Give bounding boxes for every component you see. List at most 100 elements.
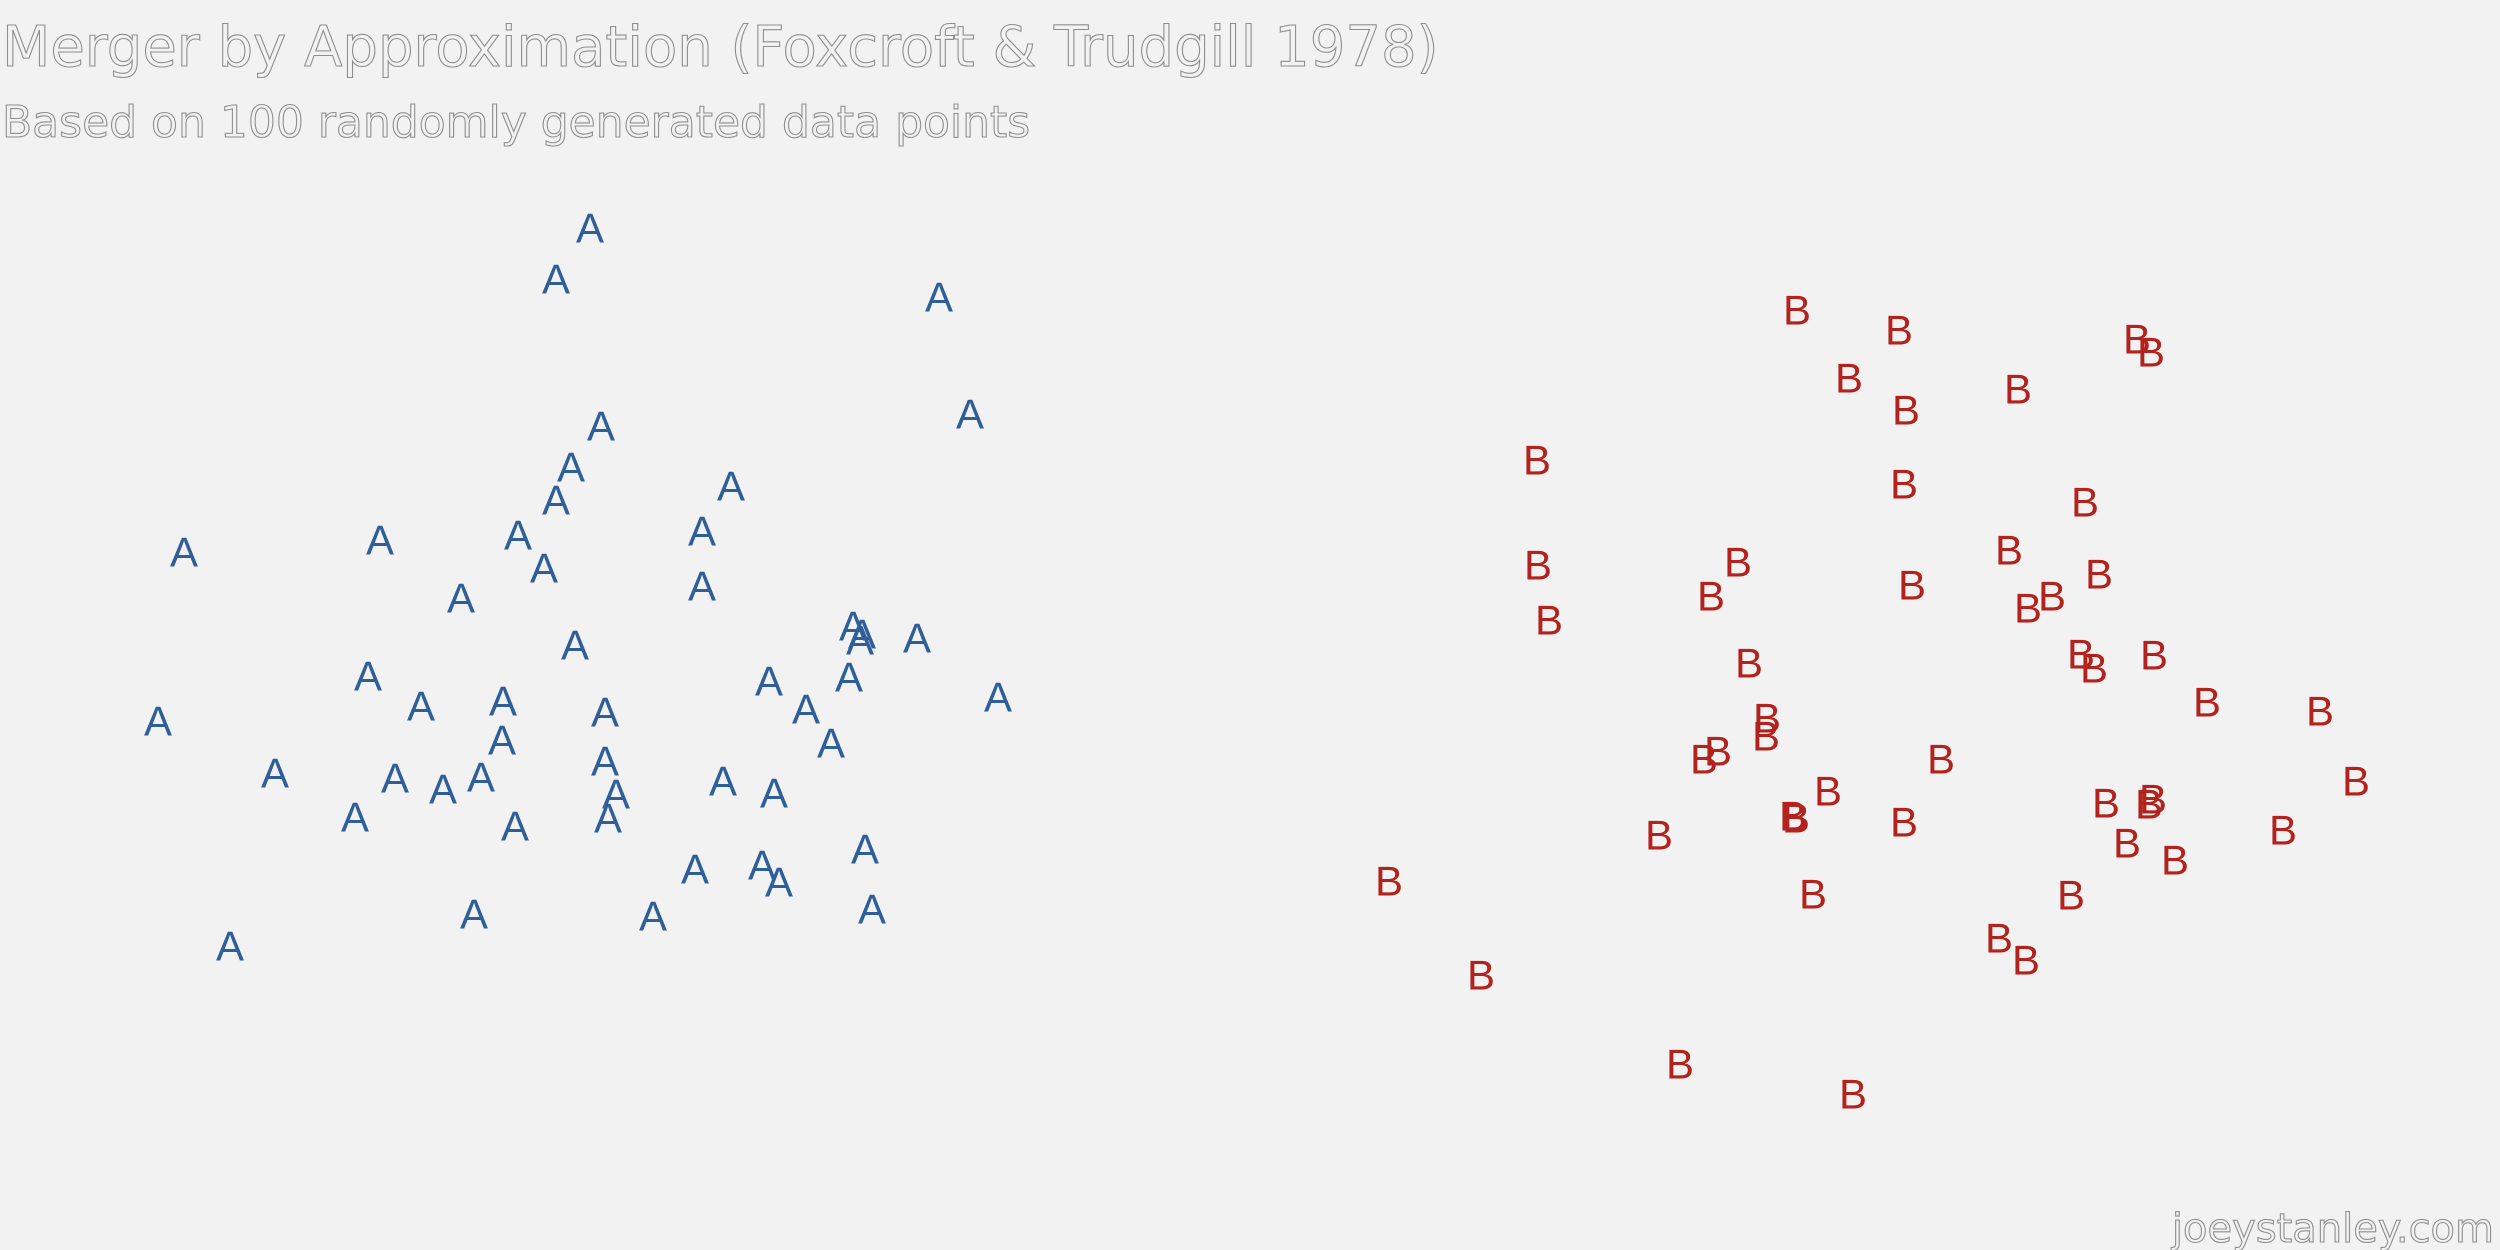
point-b-11: B [1724,539,1752,586]
point-a-48: A [858,886,886,933]
point-b-10: B [1524,542,1552,589]
point-a-14: A [447,575,475,622]
point-b-48: B [1666,1041,1694,1088]
point-a-42: A [851,826,879,873]
point-a-0: A [576,205,604,252]
point-b-36: B [2139,776,2167,823]
point-b-30: B [1814,768,1842,815]
point-b-41: B [2161,837,2189,884]
point-a-9: A [366,517,394,564]
point-a-26: A [984,674,1012,721]
point-b-8: B [1890,461,1918,508]
point-b-12: B [1995,527,2023,574]
point-a-4: A [587,403,615,450]
point-a-41: A [602,771,630,818]
point-b-35: B [2092,780,2120,827]
point-b-27: B [1704,728,1732,775]
point-a-33: A [429,766,457,813]
point-b-46: B [2012,937,2040,984]
point-b-47: B [1467,952,1495,999]
point-b-26: B [1690,736,1718,783]
point-b-5: B [2004,366,2032,413]
point-a-37: A [760,770,788,817]
point-a-34: A [467,754,495,801]
point-a-3: A [956,391,984,438]
point-b-13: B [1697,573,1725,620]
point-b-33: B [1779,793,1807,840]
point-b-28: B [1927,736,1955,783]
point-a-7: A [542,477,570,524]
point-a-17: A [903,615,931,662]
point-b-42: B [1375,858,1403,905]
point-a-45: A [765,859,793,906]
point-a-20: A [354,653,382,700]
point-a-21: A [407,683,435,730]
point-a-35: A [591,738,619,785]
point-a-27: A [144,698,172,745]
point-a-23: A [755,658,783,705]
point-a-15: A [839,603,867,650]
point-a-10: A [504,512,532,559]
point-b-15: B [2014,585,2042,632]
chart-title: Merger by Approximation (Foxcroft & Trud… [2,15,1438,80]
point-b-40: B [2113,820,2141,867]
credit-label: joeystanley.com [2171,1206,2494,1250]
point-b-34: B [1782,795,1810,842]
point-a-13: A [688,563,716,610]
point-a-49: A [216,923,244,970]
point-b-49: B [1839,1071,1867,1118]
point-b-7: B [1523,437,1551,484]
chart-subtitle: Based on 100 randomly generated data poi… [2,97,1030,148]
point-a-47: A [639,893,667,940]
point-a-44: A [748,842,776,889]
point-a-12: A [530,545,558,592]
point-b-19: B [1735,640,1763,687]
point-a-40: A [594,795,622,842]
point-a-16: A [846,617,874,664]
point-a-19: A [848,611,876,658]
point-b-22: B [2140,632,2168,679]
point-b-21: B [2080,645,2108,692]
point-b-24: B [2193,679,2221,726]
point-b-1: B [1885,307,1913,354]
point-a-25: A [792,686,820,733]
point-b-23: B [1753,695,1781,742]
point-b-29: B [2306,688,2334,735]
point-b-45: B [1985,915,2013,962]
point-a-43: A [681,846,709,893]
point-b-43: B [1799,871,1827,918]
point-a-6: A [717,463,745,510]
point-b-6: B [1892,387,1920,434]
point-b-0: B [1783,287,1811,334]
point-a-39: A [501,803,529,850]
point-b-2: B [2123,316,2151,363]
point-a-11: A [688,508,716,555]
point-a-18: A [561,622,589,669]
point-b-9: B [2071,479,2099,526]
point-b-16: B [2038,573,2066,620]
point-a-46: A [460,891,488,938]
point-a-8: A [170,529,198,576]
point-a-2: A [925,274,953,321]
point-a-36: A [709,758,737,805]
point-b-44: B [2057,872,2085,919]
point-a-30: A [817,720,845,767]
point-b-4: B [1835,355,1863,402]
point-b-32: B [1645,812,1673,859]
point-a-24: A [835,654,863,701]
point-b-37: B [2135,781,2163,828]
point-a-32: A [381,755,409,802]
point-a-1: A [542,256,570,303]
point-a-28: A [591,689,619,736]
point-b-38: B [1890,799,1918,846]
point-b-18: B [1535,597,1563,644]
point-a-5: A [557,444,585,491]
point-b-39: B [2269,807,2297,854]
point-b-3: B [2137,329,2165,376]
point-a-22: A [489,678,517,725]
point-b-31: B [2342,758,2370,805]
point-a-38: A [341,794,369,841]
point-a-31: A [261,750,289,797]
